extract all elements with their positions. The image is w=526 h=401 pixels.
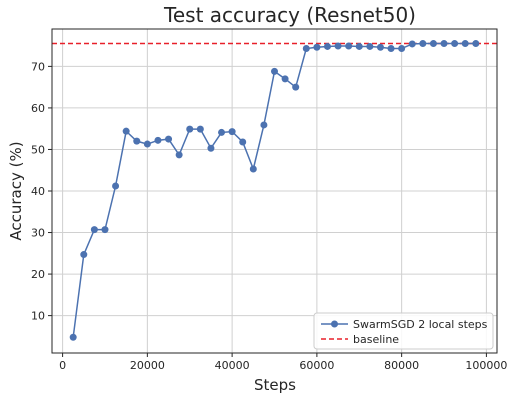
- y-tick-label: 60: [31, 102, 45, 115]
- data-point: [376, 43, 384, 51]
- y-tick-label: 20: [31, 268, 45, 281]
- legend-series-marker: [331, 320, 338, 328]
- data-point: [69, 333, 77, 341]
- data-point: [345, 42, 353, 50]
- data-point: [186, 125, 194, 133]
- series-layer: [69, 40, 480, 341]
- data-point: [122, 127, 130, 135]
- ticks-layer: 0 20000 40000 60000 80000 100000 10 20 30 40 50 60 7…: [31, 60, 507, 372]
- x-tick-label: 100000: [465, 359, 507, 372]
- data-point: [302, 45, 310, 53]
- y-tick-label: 70: [31, 60, 45, 73]
- y-tick-label: 50: [31, 143, 45, 156]
- data-point: [218, 128, 226, 136]
- x-tick-label: 40000: [215, 359, 250, 372]
- data-point: [387, 45, 395, 53]
- data-point: [112, 182, 120, 190]
- y-tick-label: 40: [31, 185, 45, 198]
- chart-title: Test accuracy (Resnet50): [163, 3, 416, 27]
- data-point: [323, 42, 331, 50]
- data-point: [133, 137, 141, 145]
- data-point: [429, 40, 437, 48]
- data-point: [165, 135, 173, 143]
- legend-baseline-label: baseline: [353, 333, 399, 346]
- data-point: [408, 40, 416, 48]
- legend-series-label: SwarmSGD 2 local steps: [353, 318, 488, 331]
- data-point: [260, 121, 268, 129]
- data-point: [80, 251, 88, 259]
- legend: SwarmSGD 2 local steps baseline: [313, 312, 494, 350]
- legend-box: [313, 312, 494, 350]
- data-point: [313, 43, 321, 51]
- data-point: [281, 75, 289, 83]
- data-point: [101, 226, 109, 234]
- data-point: [398, 45, 406, 53]
- data-point: [440, 40, 448, 48]
- x-tick-label: 20000: [130, 359, 165, 372]
- data-point: [355, 42, 363, 50]
- x-tick-label: 60000: [299, 359, 334, 372]
- data-point: [451, 40, 459, 48]
- data-point: [228, 128, 236, 136]
- data-point: [207, 144, 215, 152]
- data-point: [461, 40, 469, 48]
- x-tick-label: 0: [59, 359, 66, 372]
- x-tick-label: 80000: [384, 359, 419, 372]
- data-point: [419, 40, 427, 48]
- data-point: [292, 83, 300, 91]
- data-point: [154, 136, 162, 144]
- data-point: [366, 42, 374, 50]
- data-point: [334, 42, 342, 50]
- y-axis-label: Accuracy (%): [7, 141, 25, 240]
- data-point: [472, 40, 480, 48]
- y-tick-label: 10: [31, 310, 45, 323]
- data-point: [271, 67, 278, 75]
- data-point: [239, 138, 247, 146]
- data-point: [90, 226, 98, 234]
- data-point: [196, 125, 204, 133]
- x-axis-label: Steps: [254, 376, 296, 394]
- y-tick-label: 30: [31, 227, 45, 240]
- data-point: [143, 140, 151, 148]
- data-point: [249, 165, 257, 173]
- grid-layer: [52, 29, 497, 353]
- data-point: [175, 151, 183, 159]
